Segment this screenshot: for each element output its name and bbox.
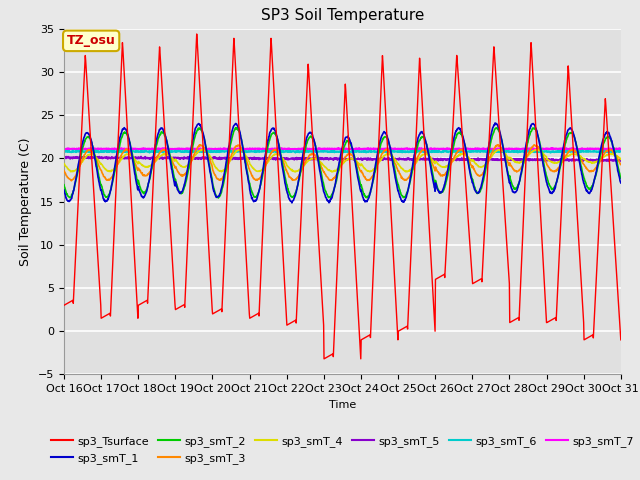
Legend: sp3_Tsurface, sp3_smT_1, sp3_smT_2, sp3_smT_3, sp3_smT_4, sp3_smT_5, sp3_smT_6, : sp3_Tsurface, sp3_smT_1, sp3_smT_2, sp3_…: [46, 432, 639, 468]
Text: TZ_osu: TZ_osu: [67, 35, 116, 48]
Title: SP3 Soil Temperature: SP3 Soil Temperature: [260, 9, 424, 24]
Y-axis label: Soil Temperature (C): Soil Temperature (C): [19, 137, 33, 266]
X-axis label: Time: Time: [329, 400, 356, 409]
